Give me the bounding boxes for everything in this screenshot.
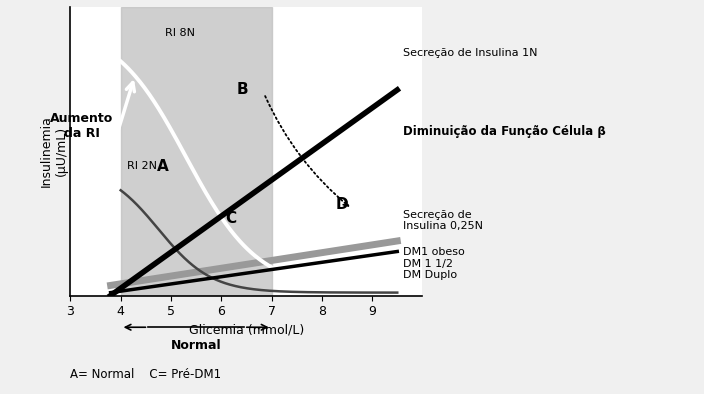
Text: C: C (225, 211, 237, 227)
Text: RI 2N: RI 2N (127, 160, 157, 171)
Text: B: B (237, 82, 248, 97)
Text: RI 8N: RI 8N (165, 28, 195, 38)
Y-axis label: Insulinemia
(μU/mL): Insulinemia (μU/mL) (39, 115, 68, 187)
Text: D: D (336, 197, 348, 212)
Text: Diminuição da Função Célula β: Diminuição da Função Célula β (403, 125, 606, 138)
Text: Secreção de
Insulina 0,25N: Secreção de Insulina 0,25N (403, 210, 483, 231)
Text: A= Normal    C= Pré-DM1: A= Normal C= Pré-DM1 (70, 368, 222, 381)
X-axis label: Glicemia (mmol/L): Glicemia (mmol/L) (189, 324, 304, 337)
Bar (120, 7, 272, 296)
Text: A: A (157, 160, 169, 175)
Text: Normal: Normal (171, 339, 222, 352)
Text: Secreção de Insulina 1N: Secreção de Insulina 1N (403, 48, 538, 58)
Text: DM1 obeso
DM 1 1/2
DM Duplo: DM1 obeso DM 1 1/2 DM Duplo (403, 247, 465, 281)
Text: Aumento
da RI: Aumento da RI (50, 112, 113, 140)
